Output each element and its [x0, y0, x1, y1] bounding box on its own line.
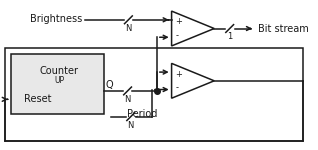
Text: -: - [176, 83, 178, 92]
Text: Brightness: Brightness [30, 14, 82, 24]
Bar [5, 48, 303, 141]
Text: Reset: Reset [24, 94, 52, 104]
Text: Q: Q [106, 80, 113, 90]
Text: UP: UP [54, 76, 64, 85]
Text: Bit stream: Bit stream [258, 24, 308, 33]
Text: N: N [128, 120, 134, 129]
Bar [10, 54, 104, 114]
Text: N: N [125, 24, 132, 33]
Text: Counter: Counter [39, 66, 79, 76]
Text: -: - [176, 31, 178, 40]
Text: N: N [124, 95, 131, 104]
Text: 1: 1 [227, 32, 232, 41]
Text: Period: Period [127, 109, 157, 119]
Text: +: + [176, 70, 182, 79]
Text: +: + [176, 17, 182, 26]
